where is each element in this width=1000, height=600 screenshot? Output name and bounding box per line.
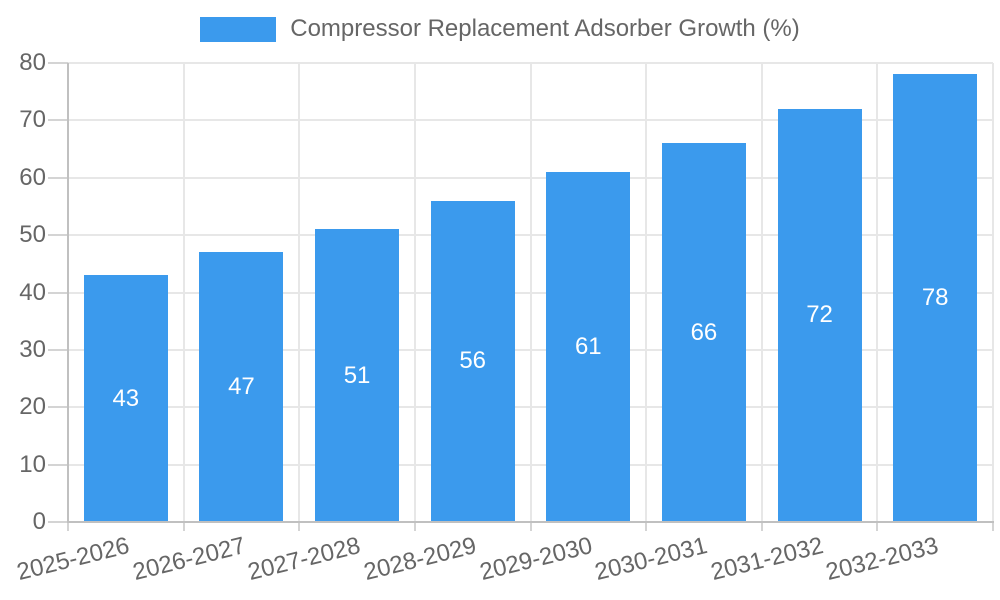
y-axis-tick — [48, 176, 68, 179]
bar-value-label: 56 — [459, 347, 487, 375]
x-axis-tick — [67, 522, 69, 531]
bar[interactable] — [83, 275, 168, 522]
bar-value-label: 78 — [921, 284, 949, 312]
x-axis-label: 2032-2033 — [823, 532, 942, 586]
gridline — [876, 63, 879, 522]
x-axis-tick — [298, 522, 301, 531]
legend-swatch — [200, 16, 277, 42]
y-axis-label: 50 — [19, 221, 46, 249]
x-axis-label: 2026-2027 — [129, 532, 248, 586]
y-axis-line — [67, 63, 69, 522]
bar-value-label: 47 — [228, 373, 255, 401]
x-axis-tick — [413, 522, 416, 531]
x-axis-tick — [182, 522, 185, 531]
x-axis-label: 2029-2030 — [476, 532, 595, 586]
y-axis-tick — [48, 348, 68, 351]
y-axis-label: 40 — [19, 278, 46, 306]
y-axis-tick — [48, 291, 68, 294]
y-axis-label: 10 — [19, 450, 46, 478]
gridline — [529, 63, 532, 522]
x-axis-label: 2027-2028 — [245, 532, 364, 586]
bar[interactable] — [661, 143, 746, 522]
x-axis-label: 2030-2031 — [592, 532, 711, 586]
y-axis-label: 60 — [19, 163, 46, 191]
chart-legend[interactable]: Compressor Replacement Adsorber Growth (… — [0, 15, 1000, 43]
bar[interactable] — [315, 229, 400, 522]
gridline — [298, 63, 301, 522]
y-axis-label: 30 — [19, 335, 46, 363]
gridline — [992, 63, 994, 522]
gridline — [68, 62, 993, 64]
x-axis-tick — [645, 522, 648, 531]
x-axis-tick — [529, 522, 532, 531]
gridline — [645, 63, 648, 522]
bar-value-label: 43 — [112, 384, 140, 412]
bar-value-label: 66 — [690, 318, 718, 346]
x-axis-label: 2031-2032 — [707, 532, 826, 586]
legend-label: Compressor Replacement Adsorber Growth (… — [290, 15, 800, 42]
gridline — [182, 63, 185, 522]
x-axis-label: 2025-2026 — [14, 532, 133, 586]
bar[interactable] — [430, 200, 515, 522]
x-axis-tick — [760, 522, 763, 531]
bar[interactable] — [893, 74, 978, 522]
x-axis-tick — [876, 522, 879, 531]
bar-value-label: 51 — [343, 361, 371, 389]
y-axis-tick — [48, 521, 68, 523]
y-axis-tick — [48, 119, 68, 122]
x-axis-label: 2028-2029 — [361, 532, 479, 586]
y-axis-tick — [48, 234, 68, 237]
bar-value-label: 61 — [574, 333, 602, 360]
y-axis-tick — [48, 62, 68, 64]
bar[interactable] — [199, 252, 284, 522]
y-axis-label: 80 — [19, 49, 46, 76]
bar-value-label: 72 — [806, 301, 833, 329]
y-axis-label: 70 — [19, 106, 46, 134]
y-axis-label: 20 — [19, 393, 46, 421]
x-axis-tick — [992, 522, 994, 531]
gridline — [413, 63, 416, 522]
y-axis-tick — [48, 463, 68, 466]
gridline — [760, 63, 763, 522]
y-axis-label: 0 — [32, 508, 46, 535]
y-axis-tick — [48, 406, 68, 409]
